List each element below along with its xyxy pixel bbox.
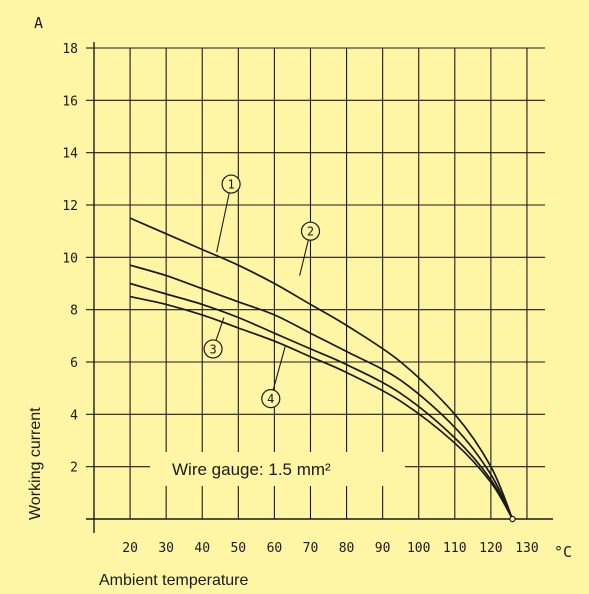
y-tick-label-2: 2 [70, 461, 78, 476]
x-tick-label-60: 60 [267, 541, 283, 556]
y-tick-label-6: 6 [70, 356, 78, 371]
series-line-1 [129, 217, 514, 520]
callout-leader-1 [216, 183, 232, 253]
x-tick-label-120: 120 [479, 541, 502, 556]
x-tick-label-20: 20 [122, 541, 138, 556]
x-axis-title: Ambient temperature [99, 572, 249, 589]
callout-number-2: 2 [307, 225, 314, 239]
x-tick-label-30: 30 [158, 541, 174, 556]
callout-number-4: 4 [267, 392, 274, 406]
axes [86, 42, 553, 533]
y-tick-label-10: 10 [62, 251, 78, 266]
convergence-point [509, 515, 516, 523]
callout-circle-4 [261, 389, 281, 409]
grid [94, 47, 545, 519]
series-line-4 [129, 295, 514, 520]
callout-circle-3 [203, 339, 223, 359]
tick-labels: 20 30 40 50 60 70 80 90 100 110 120 130246810121416… [62, 42, 538, 556]
x-tick-label-50: 50 [230, 541, 246, 556]
x-tick-label-130: 130 [515, 541, 538, 556]
callout-number-1: 1 [227, 178, 234, 192]
y-tick-label-4: 4 [70, 408, 78, 423]
y-tick-label-18: 18 [62, 42, 78, 57]
x-tick-label-70: 70 [303, 541, 319, 556]
series-line-3 [129, 282, 514, 520]
callout-number-3: 3 [209, 342, 216, 356]
x-tick-label-100: 100 [407, 541, 430, 556]
wire-gauge-annotation: Wire gauge: 1.5 mm² [172, 460, 331, 479]
y-tick-label-16: 16 [62, 94, 78, 109]
y-axis-title: Working current [27, 407, 44, 520]
series-lines [129, 217, 516, 523]
x-unit-label: °C [554, 543, 572, 561]
callout-circle-1 [221, 174, 241, 194]
y-tick-label-12: 12 [62, 199, 78, 214]
y-unit-label: A [34, 14, 43, 32]
annotation-group: Wire gauge: 1.5 mm² [150, 452, 405, 486]
series-line-2 [129, 264, 514, 520]
x-tick-label-90: 90 [375, 541, 391, 556]
x-tick-label-110: 110 [443, 541, 466, 556]
callout-circle-2 [300, 221, 321, 241]
x-tick-label-40: 40 [194, 541, 210, 556]
y-tick-label-14: 14 [62, 147, 78, 162]
callouts: 1 2 3 4 [203, 174, 321, 409]
x-tick-label-80: 80 [339, 541, 355, 556]
y-tick-label-8: 8 [70, 304, 78, 319]
annotation-background [150, 452, 405, 486]
